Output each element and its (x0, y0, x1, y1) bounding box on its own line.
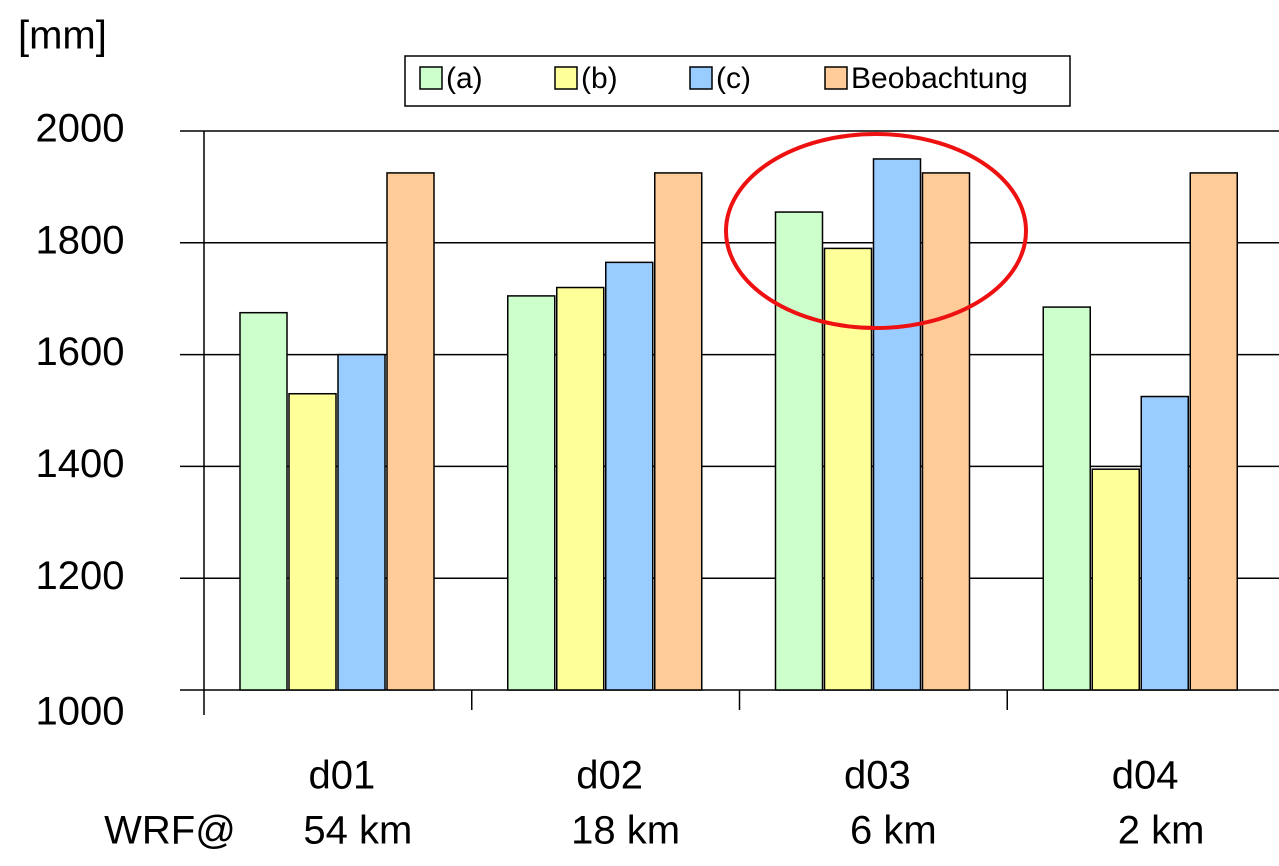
resolution-label: 2 km (1118, 809, 1205, 853)
bar (556, 286, 605, 691)
bar (605, 261, 654, 691)
y-tick-label: 1200 (36, 554, 125, 598)
bar (337, 353, 386, 691)
x-tick-label: d04 (1112, 754, 1179, 798)
legend-label: (c) (716, 62, 751, 95)
y-tick-label: 1400 (36, 442, 125, 486)
y-tick-label: 2000 (36, 107, 125, 151)
bar (654, 172, 703, 691)
bar (872, 158, 922, 691)
y-tick-label: 1800 (36, 218, 125, 262)
resolution-prefix: WRF@ (104, 809, 236, 853)
legend-swatch (824, 66, 848, 90)
bar (1091, 468, 1140, 691)
legend-swatch (554, 66, 578, 90)
legend-swatch (419, 66, 443, 90)
bar (288, 392, 337, 691)
bar (507, 295, 556, 691)
x-tick-label: d03 (844, 754, 911, 798)
legend-label: (b) (581, 62, 618, 95)
highlight-ellipse (724, 132, 1028, 330)
resolution-label: 54 km (303, 809, 412, 853)
bar (774, 211, 824, 691)
bar (1042, 306, 1091, 691)
legend-label: Beobachtung (851, 62, 1028, 95)
legend-label: (a) (446, 62, 483, 95)
y-tick-label: 1000 (36, 690, 125, 734)
resolution-label: 6 km (850, 809, 937, 853)
bar (1140, 395, 1189, 691)
y-tick-label: 1600 (36, 330, 125, 374)
x-tick-label: d02 (576, 754, 643, 798)
bar (921, 172, 971, 691)
x-tick-label: d01 (309, 754, 376, 798)
y-unit-label: [mm] (18, 14, 107, 58)
legend-box (404, 55, 1071, 107)
bar (239, 311, 288, 691)
legend-swatch (689, 66, 713, 90)
bar (823, 247, 873, 691)
resolution-label: 18 km (571, 809, 680, 853)
bar (1189, 172, 1238, 691)
bar (386, 172, 435, 691)
